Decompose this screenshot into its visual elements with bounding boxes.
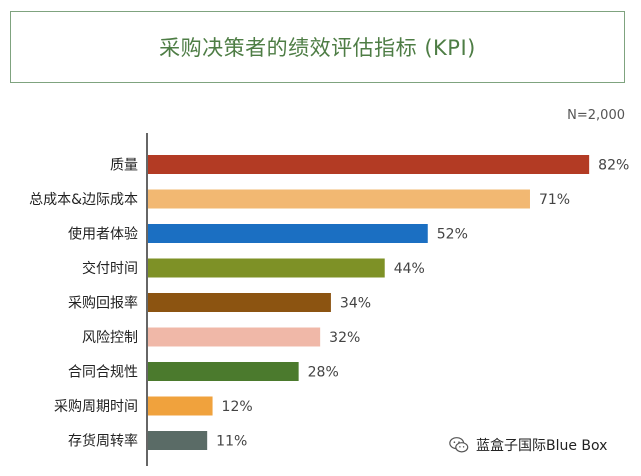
value-label: 28% xyxy=(308,365,339,381)
category-label: 总成本&边际成本 xyxy=(29,192,138,208)
category-label: 采购周期时间 xyxy=(54,399,138,415)
value-label: 32% xyxy=(329,330,360,346)
sample-size-note: N=2,000 xyxy=(567,108,625,123)
bar xyxy=(148,327,321,347)
value-label: 82% xyxy=(598,158,629,174)
bar xyxy=(148,431,208,450)
category-label: 风险控制 xyxy=(82,330,138,346)
value-label: 11% xyxy=(216,434,247,450)
bar xyxy=(148,396,213,416)
value-label: 12% xyxy=(222,399,253,415)
value-label: 71% xyxy=(539,192,570,208)
bar xyxy=(148,224,428,243)
value-label: 52% xyxy=(437,227,468,243)
chart-title-box: 采购决策者的绩效评估指标 (KPI) xyxy=(10,11,625,83)
bar xyxy=(148,362,299,381)
bar xyxy=(148,293,331,312)
wechat-icon xyxy=(449,437,469,453)
category-label: 采购回报率 xyxy=(68,295,138,312)
chart-title: 采购决策者的绩效评估指标 (KPI) xyxy=(159,36,476,60)
value-label: 34% xyxy=(340,296,371,312)
category-label: 存货周转率 xyxy=(68,433,138,450)
category-label: 合同合规性 xyxy=(68,365,138,381)
category-label: 使用者体验 xyxy=(68,226,138,243)
category-label: 质量 xyxy=(110,158,138,174)
watermark: 蓝盒子国际Blue Box xyxy=(448,434,607,456)
bar xyxy=(148,189,530,209)
value-label: 44% xyxy=(394,261,425,277)
bar xyxy=(148,258,385,278)
watermark-text: 蓝盒子国际Blue Box xyxy=(476,438,608,454)
category-label: 交付时间 xyxy=(82,260,138,277)
bar xyxy=(148,155,590,174)
